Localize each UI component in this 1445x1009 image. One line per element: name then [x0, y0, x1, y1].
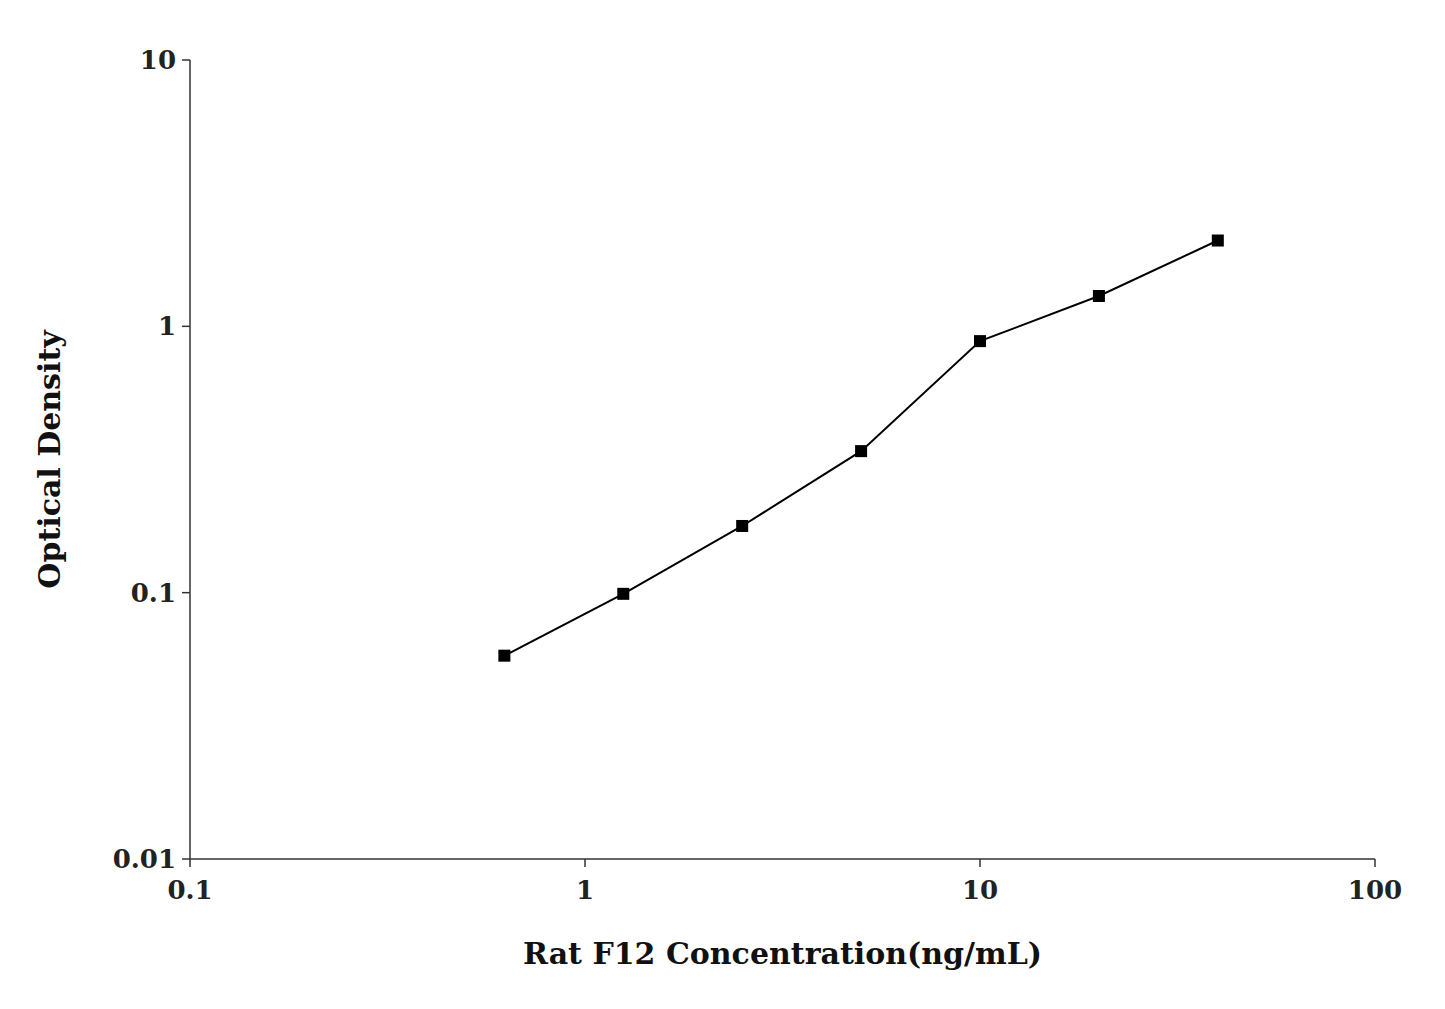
y-tick — [182, 59, 190, 61]
marker — [855, 445, 867, 457]
marker — [1212, 235, 1224, 247]
marker — [736, 520, 748, 532]
x-tick — [979, 859, 981, 867]
x-tick — [1374, 859, 1376, 867]
x-axis-label: Rat F12 Concentration(ng/mL) — [523, 936, 1042, 971]
y-tick — [182, 858, 190, 860]
marker — [974, 335, 986, 347]
x-tick — [189, 859, 191, 867]
marker — [617, 588, 629, 600]
y-tick-label: 0.1 — [131, 578, 176, 608]
y-axis-label: Optical Density — [32, 329, 67, 589]
y-tick-label: 10 — [140, 45, 176, 75]
x-tick-label: 10 — [962, 875, 998, 905]
axes: 0.11101000.010.1110 — [113, 45, 1402, 905]
x-axis-line — [190, 858, 1375, 860]
line — [504, 241, 1217, 656]
x-tick-label: 100 — [1348, 875, 1402, 905]
y-tick-label: 0.01 — [113, 844, 176, 874]
chart: 0.11101000.010.1110Rat F12 Concentration… — [0, 0, 1445, 1009]
x-tick-label: 0.1 — [167, 875, 212, 905]
y-axis-line — [189, 60, 191, 859]
plot-area — [498, 235, 1223, 662]
x-tick-label: 1 — [576, 875, 594, 905]
y-tick — [182, 592, 190, 594]
marker — [498, 650, 510, 662]
y-tick — [182, 326, 190, 328]
y-tick-label: 1 — [158, 311, 176, 341]
x-tick — [584, 859, 586, 867]
marker — [1093, 290, 1105, 302]
